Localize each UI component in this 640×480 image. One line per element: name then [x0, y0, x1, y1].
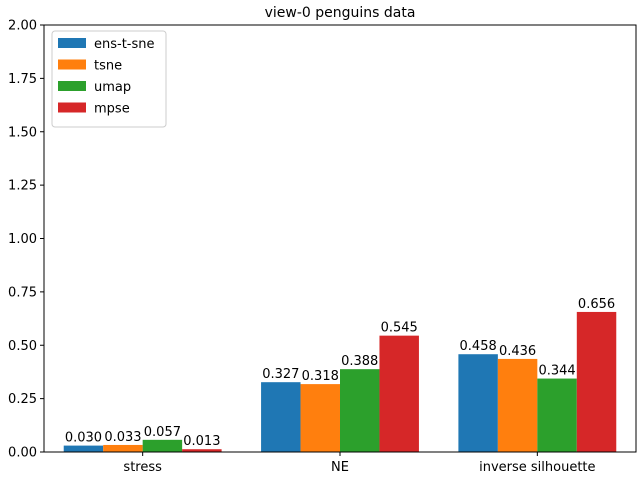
legend-swatch-tsne	[58, 59, 86, 70]
bar-ens-t-sne-stress	[63, 445, 104, 452]
bar-mpse-NE	[379, 335, 419, 452]
x-tick-label: NE	[331, 460, 349, 475]
y-tick-label: 0.75	[8, 285, 37, 300]
data-label: 0.656	[578, 297, 615, 312]
y-tick-label: 0.50	[8, 339, 37, 354]
y-tick-label: 1.75	[8, 72, 37, 87]
data-label: 0.436	[499, 344, 536, 359]
bar-mpse-stress	[182, 449, 222, 452]
data-label: 0.057	[144, 425, 181, 440]
legend-swatch-ens-t-sne	[58, 38, 86, 48]
bar-mpse-inverse-silhouette	[576, 311, 617, 452]
bar-umap-stress	[142, 439, 183, 452]
data-label: 0.030	[65, 431, 102, 446]
data-label: 0.318	[302, 369, 339, 384]
y-tick-label: 1.00	[8, 232, 37, 247]
y-tick-label: 2.00	[8, 19, 37, 34]
plot-area: 0.030 0.327 0.458 0.033 0.318 0.436 0.057 0.388…	[8, 19, 637, 475]
y-tick-label: 1.25	[8, 179, 37, 194]
legend-swatch-mpse	[58, 102, 86, 113]
chart-title: view-0 penguins data	[265, 5, 416, 21]
y-tick-label: 0.25	[8, 392, 37, 407]
data-label: 0.033	[104, 430, 141, 445]
bar-tsne-NE	[300, 384, 340, 452]
bar-umap-NE	[340, 369, 380, 452]
legend-label: mpse	[94, 102, 130, 117]
y-tick-label: 0.00	[8, 446, 37, 461]
data-label: 0.344	[538, 364, 575, 379]
bar-ens-t-sne-inverse-silhouette	[458, 354, 498, 452]
data-label: 0.545	[381, 321, 418, 336]
data-label: 0.013	[183, 434, 220, 449]
data-label: 0.388	[341, 354, 378, 369]
bar-umap-inverse-silhouette	[537, 378, 577, 452]
x-tick-label: stress	[123, 460, 162, 475]
legend-swatch-umap	[58, 81, 86, 91]
x-tick-label: inverse silhouette	[479, 460, 595, 475]
legend: ens-t-sne tsne umap mpse	[51, 30, 167, 128]
y-tick-label: 1.50	[8, 125, 37, 140]
bar-tsne-stress	[103, 444, 143, 452]
data-label: 0.327	[262, 367, 299, 382]
legend-label: ens-t-sne	[94, 37, 155, 52]
bar-tsne-inverse-silhouette	[497, 358, 538, 452]
legend-label: umap	[94, 80, 131, 95]
data-label: 0.458	[460, 339, 497, 354]
bar-ens-t-sne-NE	[261, 382, 301, 452]
legend-label: tsne	[94, 59, 122, 74]
